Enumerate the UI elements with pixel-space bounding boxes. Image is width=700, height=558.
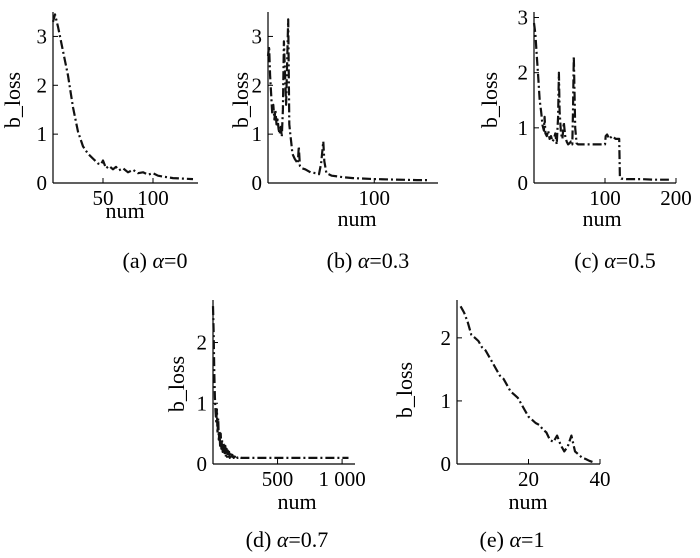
- caption-symbol: α: [277, 527, 289, 552]
- y-tick-label: 2: [252, 73, 263, 97]
- y-axis-label: b_loss: [228, 72, 253, 128]
- series-line: [532, 22, 669, 181]
- x-tick-label: 100: [589, 186, 621, 210]
- subplot-5: 0 1 2 20 40 num b_loss (e) α=1: [392, 300, 611, 552]
- y-tick-label: 3: [37, 24, 48, 48]
- y-tick-label: 2: [518, 61, 529, 85]
- y-tick-label: 3: [518, 6, 529, 30]
- subplot-3: 0 1 2 3 100 200 num b_loss (c) α=0.5: [477, 6, 692, 273]
- caption-prefix: (b): [327, 248, 358, 273]
- caption-value: =0.5: [616, 248, 656, 273]
- subplot-caption: (b) α=0.3: [327, 248, 410, 273]
- series-line: [211, 306, 349, 459]
- x-tick-label: 200: [660, 186, 692, 210]
- x-tick-label: 100: [137, 186, 169, 210]
- y-tick-label: 2: [197, 331, 208, 355]
- y-tick-label: 0: [441, 452, 452, 476]
- x-tick-label: 100: [359, 186, 391, 210]
- caption-value: =0: [164, 248, 187, 273]
- x-tick-label: 40: [590, 467, 611, 491]
- subplot-caption: (a) α=0: [123, 248, 188, 273]
- caption-symbol: α: [604, 248, 616, 273]
- y-axis-label: b_loss: [0, 72, 25, 128]
- x-tick-label: 500: [262, 467, 294, 491]
- y-tick-label: 0: [518, 171, 529, 195]
- y-tick-label: 0: [37, 171, 48, 195]
- caption-value: =0.3: [369, 248, 409, 273]
- y-tick-label: 1: [252, 122, 263, 146]
- caption-prefix: (c): [574, 248, 604, 273]
- y-axis-label: b_loss: [392, 362, 417, 418]
- caption-value: =1: [521, 527, 544, 552]
- y-tick-label: 0: [197, 452, 208, 476]
- caption-symbol: α: [358, 248, 370, 273]
- y-tick-label: 2: [441, 326, 452, 350]
- subplot-caption: (c) α=0.5: [574, 248, 655, 273]
- x-axis-label: num: [105, 198, 144, 223]
- caption-prefix: (d): [246, 527, 277, 552]
- x-axis-label: num: [337, 206, 376, 231]
- y-tick-label: 1: [197, 391, 208, 415]
- caption-prefix: (a): [123, 248, 153, 273]
- x-tick-label: 20: [518, 467, 539, 491]
- series-line: [51, 13, 194, 181]
- y-tick-label: 1: [441, 389, 452, 413]
- caption-symbol: α: [509, 527, 521, 552]
- x-tick-label: 50: [93, 186, 114, 210]
- x-axis-label: num: [582, 206, 621, 231]
- y-tick-label: 3: [252, 24, 263, 48]
- caption-prefix: (e): [480, 527, 510, 552]
- y-tick-label: 0: [252, 171, 263, 195]
- subplot-caption: (e) α=1: [480, 527, 545, 552]
- x-axis-label: num: [277, 489, 316, 514]
- y-tick-label: 1: [37, 122, 48, 146]
- series-line: [266, 18, 428, 182]
- x-tick-label: 1 000: [318, 467, 365, 491]
- caption-value: =0.7: [288, 527, 328, 552]
- y-tick-label: 1: [518, 116, 529, 140]
- y-tick-label: 2: [37, 73, 48, 97]
- x-axis-label: num: [508, 489, 547, 514]
- series-line: [459, 305, 594, 464]
- y-axis-label: b_loss: [477, 72, 502, 128]
- subplot-caption: (d) α=0.7: [246, 527, 329, 552]
- caption-symbol: α: [152, 248, 164, 273]
- y-axis-label: b_loss: [164, 356, 189, 412]
